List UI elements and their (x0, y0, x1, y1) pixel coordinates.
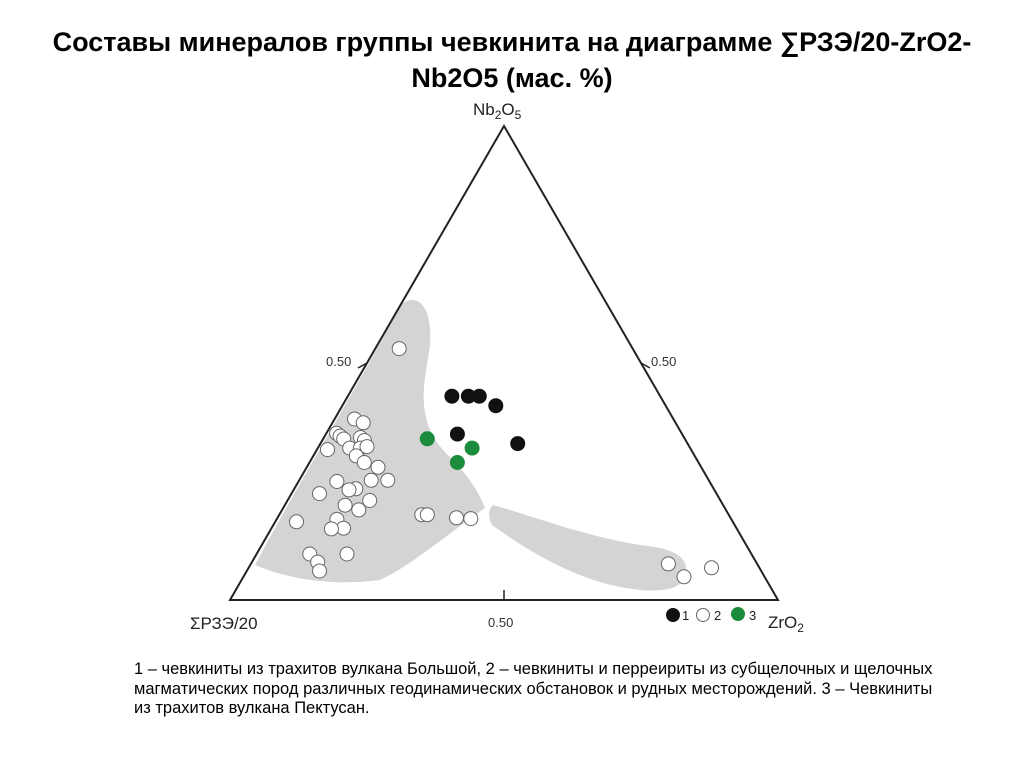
vertex-top-sub2: 5 (515, 108, 522, 122)
point-series-2-21 (362, 493, 378, 508)
tick-right-edge (640, 362, 651, 369)
legend-marker-3 (731, 607, 745, 621)
point-series-2-0 (391, 341, 407, 357)
point-series-2-33 (339, 546, 355, 562)
point-series-2-36 (660, 556, 676, 572)
legend-label-2: 2 (714, 608, 721, 623)
point-series-2-30 (289, 514, 304, 530)
point-series-2-2 (355, 415, 371, 431)
point-series-2-31 (463, 511, 479, 527)
point-series-2-22 (337, 497, 353, 513)
vertex-top-base: Nb (473, 100, 495, 119)
point-series-2-38 (704, 560, 719, 576)
point-series-2-29 (419, 507, 435, 523)
vertex-right-base: ZrO (768, 613, 797, 632)
point-series-2-17 (363, 472, 379, 488)
figure-caption: 1 – чевкиниты из трахитов вулкана Большо… (134, 660, 933, 717)
tick-label-left: 0.50 (326, 354, 351, 369)
vertex-top-sub1: 2 (495, 108, 502, 122)
point-series-3-0 (419, 431, 435, 447)
point-series-2-35 (312, 563, 327, 579)
point-series-1-2 (471, 388, 487, 404)
point-series-2-14 (370, 459, 386, 475)
legend-label-1: 1 (682, 608, 689, 623)
legend: 1 2 3 (666, 607, 756, 623)
point-series-2-27 (323, 521, 339, 537)
point-series-3-2 (449, 455, 465, 470)
field-zr-rich (489, 505, 687, 591)
legend-marker-1 (666, 608, 680, 622)
point-series-1-4 (449, 426, 465, 442)
chart-title: Составы минералов группы чевкинита на ди… (52, 27, 972, 93)
point-series-2-15 (380, 472, 396, 488)
point-series-2-8 (320, 442, 335, 458)
vertex-label-top: Nb2O5 (473, 100, 522, 122)
ternary-chart: 0.50 0.50 0.50 Nb2O5 ΣРЗЭ/20 ZrO2 1 2 3 (190, 100, 804, 635)
tick-left-edge (357, 362, 368, 369)
point-series-2-13 (356, 455, 372, 470)
vertex-right-sub1: 2 (797, 621, 804, 635)
legend-label-3: 3 (749, 608, 756, 623)
point-series-2-37 (676, 569, 692, 585)
point-series-1-3 (488, 398, 504, 414)
point-series-2-20 (312, 486, 327, 502)
point-series-2-25 (449, 510, 464, 526)
point-series-2-16 (329, 474, 345, 489)
legend-marker-2 (696, 608, 710, 622)
point-series-1-5 (510, 436, 526, 452)
tick-label-bottom: 0.50 (488, 615, 513, 630)
point-series-2-19 (341, 482, 357, 498)
point-series-1-0 (444, 388, 460, 404)
tick-label-right: 0.50 (651, 354, 676, 369)
point-series-2-23 (351, 502, 367, 518)
point-series-3-1 (464, 440, 480, 456)
data-points (289, 341, 719, 585)
vertex-label-right: ZrO2 (768, 613, 804, 635)
point-series-2-11 (359, 439, 375, 455)
vertex-top-mid: O (501, 100, 514, 119)
vertex-label-left: ΣРЗЭ/20 (190, 614, 258, 633)
